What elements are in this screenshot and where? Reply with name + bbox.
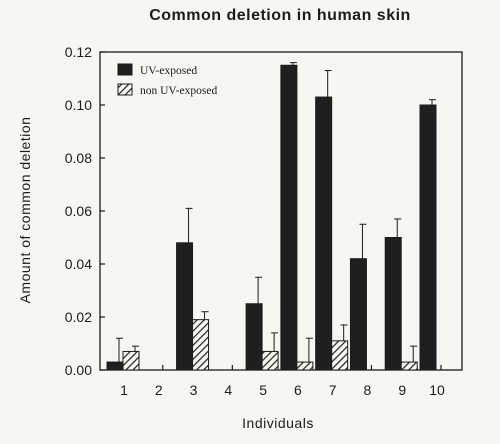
bar-non-uv-exposed-7 xyxy=(331,340,349,371)
x-tick-label: 1 xyxy=(120,382,128,398)
bar-uv-exposed-3 xyxy=(176,242,194,371)
legend-swatch-non-uv-exposed xyxy=(117,83,133,96)
x-tick-label: 6 xyxy=(294,382,302,398)
bar-uv-exposed-5 xyxy=(245,303,263,371)
bar-non-uv-exposed-9 xyxy=(400,361,418,371)
y-tick-label: 0.10 xyxy=(65,97,92,113)
x-tick-label: 7 xyxy=(329,382,337,398)
x-tick-label: 8 xyxy=(364,382,372,398)
bar-uv-exposed-1 xyxy=(106,361,124,371)
y-tick-label: 0.04 xyxy=(65,256,92,272)
bar-uv-exposed-7 xyxy=(315,96,333,371)
x-tick-label: 9 xyxy=(398,382,406,398)
y-tick-label: 0.00 xyxy=(65,362,92,378)
legend: UV-exposed non UV-exposed xyxy=(117,63,217,97)
y-tick-label: 0.12 xyxy=(65,44,92,60)
chart-title: Common deletion in human skin xyxy=(149,7,411,24)
x-axis: 1 2 3 4 5 6 7 8 9 10 xyxy=(120,365,445,398)
legend-swatch-uv-exposed xyxy=(117,63,133,76)
y-tick-label: 0.02 xyxy=(65,309,92,325)
bar-non-uv-exposed-3 xyxy=(192,319,210,371)
legend-label-non-uv-exposed: non UV-exposed xyxy=(140,85,217,97)
bars-layer xyxy=(106,62,437,371)
bar-uv-exposed-6 xyxy=(280,64,298,371)
bar-non-uv-exposed-1 xyxy=(122,350,140,371)
x-tick-label: 4 xyxy=(224,382,232,398)
y-axis-label: Amount of common deletion xyxy=(17,117,33,304)
bar-uv-exposed-9 xyxy=(384,237,402,371)
bar-non-uv-exposed-5 xyxy=(261,350,279,371)
legend-label-uv-exposed: UV-exposed xyxy=(140,65,197,77)
bar-non-uv-exposed-6 xyxy=(296,361,314,371)
bar-uv-exposed-10 xyxy=(419,104,437,371)
x-tick-label: 10 xyxy=(429,382,445,398)
x-tick-label: 3 xyxy=(190,382,198,398)
y-tick-label: 0.08 xyxy=(65,150,92,166)
x-axis-label: Individuals xyxy=(242,415,314,431)
bar-uv-exposed-8 xyxy=(349,258,367,371)
x-tick-label: 2 xyxy=(155,382,163,398)
y-axis: 0.00 0.02 0.04 0.06 0.08 0.10 0.12 xyxy=(65,44,105,378)
x-tick-label: 5 xyxy=(259,382,267,398)
y-tick-label: 0.06 xyxy=(65,203,92,219)
